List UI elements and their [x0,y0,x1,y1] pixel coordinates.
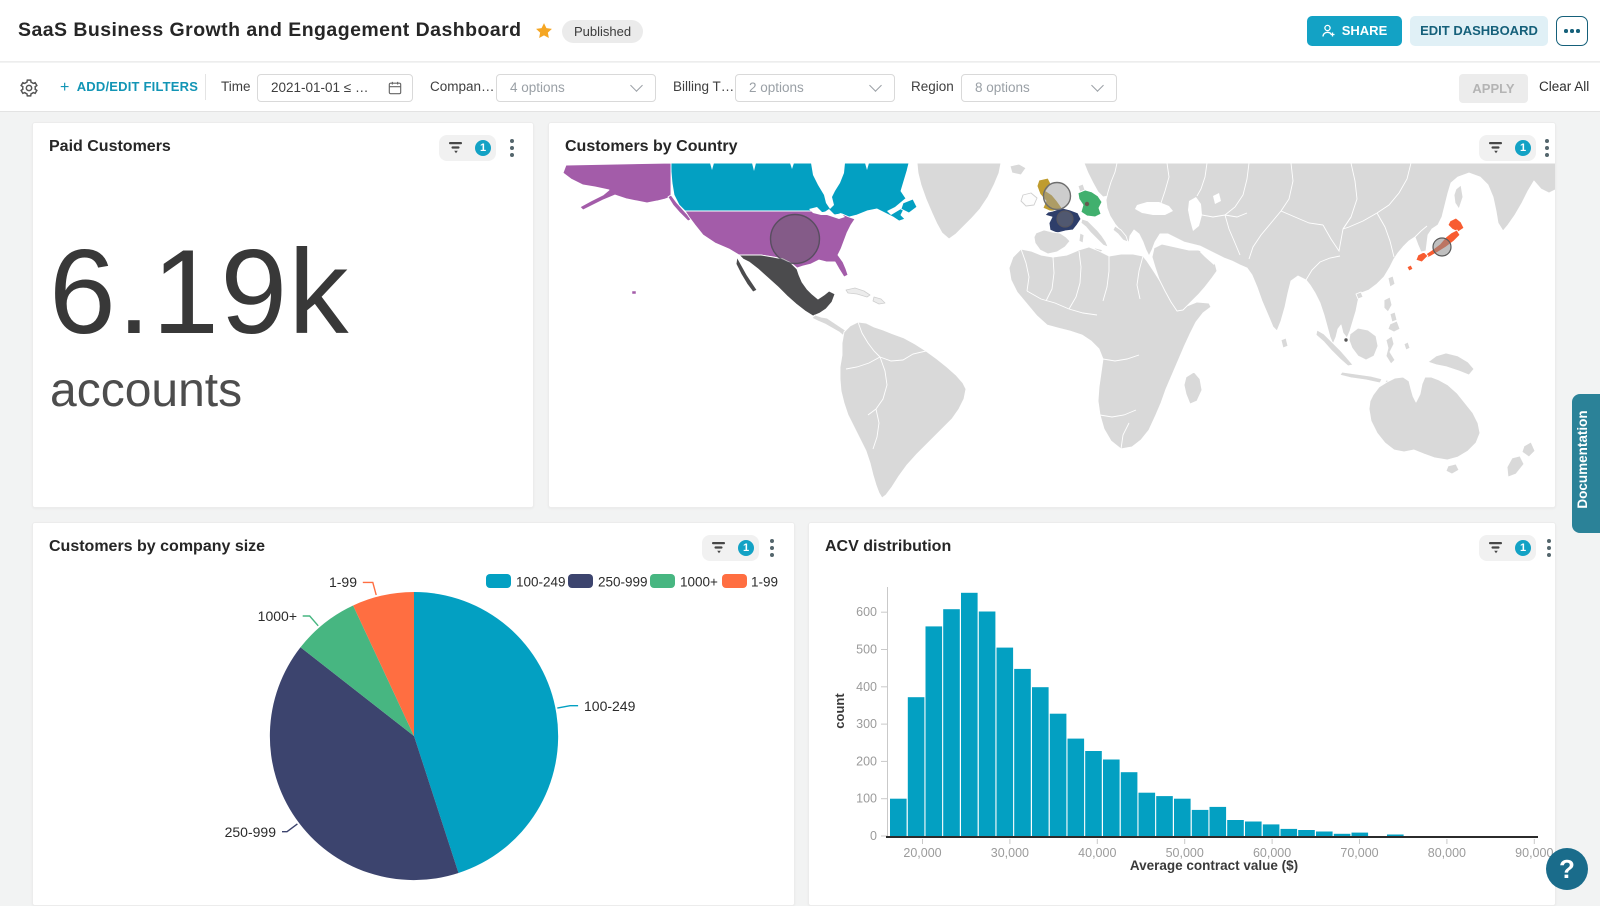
svg-text:90,000: 90,000 [1515,846,1553,860]
svg-text:20,000: 20,000 [903,846,941,860]
svg-text:300: 300 [856,717,877,731]
svg-text:600: 600 [856,605,877,619]
svg-text:40,000: 40,000 [1078,846,1116,860]
svg-text:1000+: 1000+ [680,575,718,590]
svg-text:count: count [832,693,847,729]
svg-text:400: 400 [856,680,877,694]
svg-text:80,000: 80,000 [1428,846,1466,860]
svg-text:0: 0 [870,829,877,843]
svg-text:Average contract value ($): Average contract value ($) [1130,858,1298,873]
svg-text:70,000: 70,000 [1340,846,1378,860]
svg-text:100: 100 [856,792,877,806]
svg-text:200: 200 [856,754,877,768]
svg-text:250-999: 250-999 [225,824,277,840]
svg-text:1-99: 1-99 [329,574,357,590]
svg-text:60,000: 60,000 [1253,846,1291,860]
svg-text:250-999: 250-999 [598,575,648,590]
svg-text:30,000: 30,000 [991,846,1029,860]
svg-text:100-249: 100-249 [584,698,636,714]
svg-text:500: 500 [856,643,877,657]
svg-text:100-249: 100-249 [516,575,566,590]
svg-text:1000+: 1000+ [258,608,297,624]
svg-text:50,000: 50,000 [1166,846,1204,860]
svg-text:1-99: 1-99 [751,575,778,590]
